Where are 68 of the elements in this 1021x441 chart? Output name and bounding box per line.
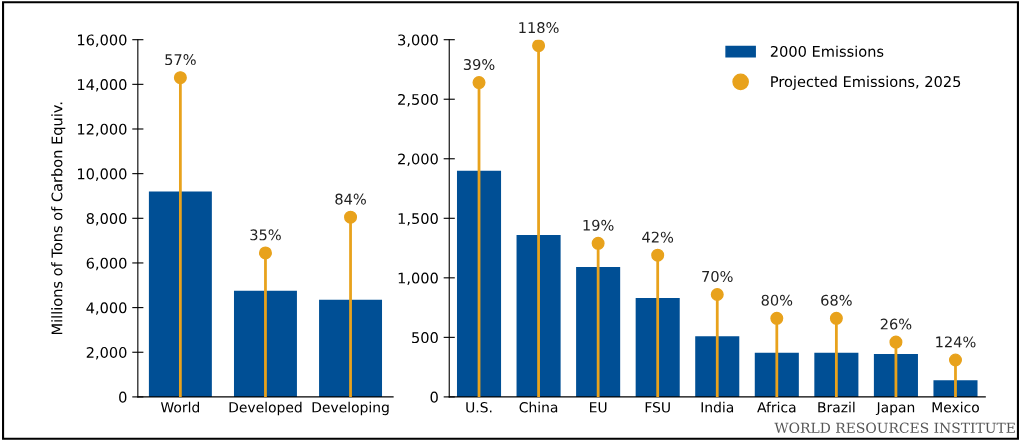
x-tick-label: Japan bbox=[875, 402, 915, 416]
point bbox=[948, 353, 962, 367]
y-tick-label: 2,000 bbox=[398, 153, 438, 166]
bar bbox=[576, 267, 621, 397]
bar bbox=[754, 352, 799, 397]
y-tick-label: 0 bbox=[119, 391, 127, 403]
x-tick-label: Mexico bbox=[932, 401, 979, 413]
point bbox=[344, 210, 358, 224]
y-tick-label: 1,500 bbox=[398, 213, 438, 226]
point bbox=[710, 287, 724, 302]
annotation: 57% bbox=[165, 54, 196, 66]
y-tick-label: 14,000 bbox=[77, 79, 127, 92]
annotation: 35% bbox=[250, 229, 281, 241]
text: WORLD RESOURCES INSTITUTE bbox=[774, 422, 1015, 434]
y-axis-title: Millions of Tons of Carbon Equiv. bbox=[51, 102, 66, 335]
bar bbox=[635, 298, 680, 397]
bar bbox=[319, 299, 383, 397]
y-tick-label: 3,000 bbox=[398, 34, 438, 47]
x-tick-label: Developing bbox=[312, 401, 389, 416]
x-tick-label: EU bbox=[590, 402, 607, 413]
x-tick-label: World bbox=[160, 401, 200, 413]
point bbox=[532, 39, 546, 53]
bar bbox=[933, 380, 978, 397]
point bbox=[770, 311, 784, 325]
point bbox=[472, 76, 486, 90]
x-tick-label: U.S. bbox=[466, 402, 492, 413]
point bbox=[829, 311, 843, 325]
bar bbox=[233, 290, 297, 397]
annotation: 68% bbox=[821, 294, 852, 306]
legend-label: Projected Emissions, 2025 bbox=[771, 75, 961, 90]
bar bbox=[873, 354, 918, 397]
y-tick-label: 16,000 bbox=[77, 34, 127, 47]
bar bbox=[456, 170, 502, 397]
point bbox=[258, 246, 272, 260]
point bbox=[651, 248, 665, 262]
bar bbox=[148, 191, 212, 397]
annotation: 26% bbox=[880, 318, 912, 330]
annotation: 19% bbox=[583, 219, 614, 231]
annotation: 70% bbox=[702, 270, 733, 282]
y-tick-label: 4,000 bbox=[86, 302, 127, 315]
point bbox=[591, 236, 605, 250]
x-tick-label: Africa bbox=[757, 401, 796, 413]
y-tick-label: 12,000 bbox=[77, 123, 127, 137]
y-tick-label: 6,000 bbox=[86, 257, 127, 271]
x-tick-label: China bbox=[519, 401, 558, 413]
x-tick-label: FSU bbox=[645, 402, 670, 413]
annotation: 84% bbox=[335, 193, 366, 205]
annotation: 80% bbox=[761, 294, 793, 306]
point bbox=[173, 71, 187, 85]
bar bbox=[814, 352, 859, 397]
legend-label: 2000 Emissions bbox=[770, 45, 884, 57]
x-tick-label: Developed bbox=[229, 401, 302, 416]
x-tick-label: India bbox=[701, 401, 734, 413]
bar bbox=[695, 336, 740, 397]
y-tick-label: 2,000 bbox=[86, 346, 127, 360]
y-tick-label: 8,000 bbox=[86, 213, 127, 226]
y-tick-label: 0 bbox=[430, 391, 438, 403]
y-tick-label: 2,500 bbox=[398, 93, 438, 107]
x-tick-label: Brazil bbox=[818, 401, 855, 413]
annotation: 124% bbox=[936, 336, 976, 348]
annotation: 39% bbox=[463, 58, 495, 71]
y-tick-label: 1,000 bbox=[398, 272, 438, 286]
point bbox=[889, 335, 903, 349]
y-tick-label: 10,000 bbox=[77, 168, 127, 181]
annotation: 118% bbox=[519, 22, 559, 34]
annotation: 42% bbox=[642, 231, 674, 243]
bar bbox=[516, 234, 561, 397]
y-tick-label: 500 bbox=[412, 332, 438, 344]
